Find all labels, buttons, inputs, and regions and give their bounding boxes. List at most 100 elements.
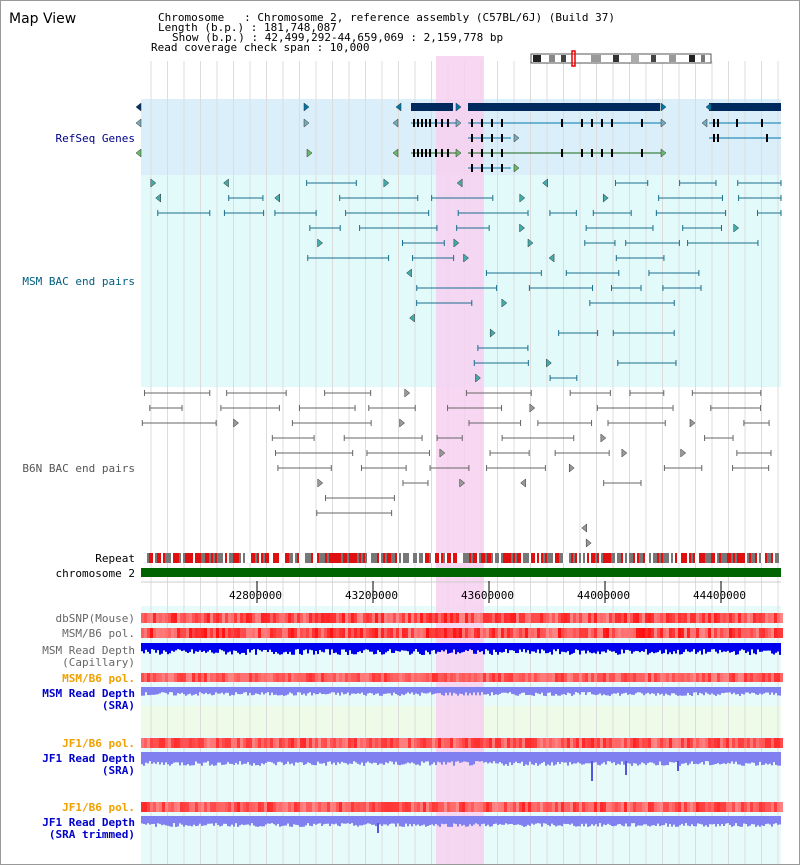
jf1-depth-sra-bar bbox=[475, 752, 477, 762]
msm-depth-sra-bar bbox=[477, 687, 479, 693]
msm-depth-cap-bar bbox=[295, 643, 297, 650]
dbsnp-cell bbox=[321, 613, 324, 623]
msm-depth-cap-bar bbox=[535, 643, 537, 653]
msm-depth-cap-bar bbox=[585, 643, 587, 654]
jf1-pol2-cell bbox=[366, 802, 369, 812]
jf1-depth-trim-bar bbox=[195, 816, 197, 827]
msm-depth-cap-bar bbox=[335, 643, 337, 653]
msm-pol-cell bbox=[438, 628, 441, 638]
jf1-depth-sra-bar bbox=[163, 752, 165, 765]
jf1-depth-trim-bar bbox=[377, 816, 379, 826]
jf1-pol-cell bbox=[609, 738, 612, 748]
jf1-depth-sra-bar bbox=[359, 752, 361, 765]
dbsnp-cell bbox=[351, 613, 354, 623]
repeat-segment bbox=[149, 553, 151, 563]
msm-depth-cap-bar bbox=[379, 643, 381, 652]
jf1-pol-cell bbox=[591, 738, 594, 748]
jf1-depth-trim-bar bbox=[765, 816, 767, 825]
msm-bac-track-label[interactable]: MSM BAC end pairs bbox=[22, 275, 135, 288]
jf1-depth-sra-bar bbox=[353, 752, 355, 762]
jf1-pol2-cell bbox=[657, 802, 660, 812]
msm-pol2-cell bbox=[423, 673, 426, 682]
repeat-segment bbox=[183, 553, 185, 563]
repeat-segment bbox=[245, 553, 247, 563]
repeat-segment bbox=[603, 553, 605, 563]
msm-pol2-cell bbox=[723, 673, 726, 682]
repeat-segment bbox=[177, 553, 179, 563]
repeat-segment bbox=[327, 553, 329, 563]
dbsnp-cell bbox=[519, 613, 522, 623]
msm-depth-sra-bar bbox=[687, 687, 689, 693]
msm-depth-cap-bar bbox=[145, 643, 147, 650]
jf1-pol2-cell bbox=[462, 802, 465, 812]
repeat-segment bbox=[347, 553, 349, 563]
msm-depth-sra-bar bbox=[345, 687, 347, 694]
msm-depth-cap-bar bbox=[357, 643, 359, 653]
msm-depth-cap-bar bbox=[561, 643, 563, 652]
jf1-depth-trim-bar bbox=[611, 816, 613, 827]
jf1-pol2-cell bbox=[465, 802, 468, 812]
jf1-depth-sra-bar bbox=[615, 752, 617, 766]
msm-depth-sra-bar bbox=[605, 687, 607, 696]
msm-depth-cap-bar bbox=[483, 643, 485, 655]
jf1-pol2-cell bbox=[597, 802, 600, 812]
refseq-track-label[interactable]: RefSeq Genes bbox=[55, 132, 135, 145]
jf1-depth-trim-bar bbox=[573, 816, 575, 826]
b6n-bac-track-label[interactable]: B6N BAC end pairs bbox=[22, 462, 135, 475]
jf1-depth-trim-bar bbox=[301, 816, 303, 827]
jf1-depth-sra-bar bbox=[261, 752, 263, 764]
dbsnp-cell bbox=[744, 613, 747, 623]
msm-pol-cell bbox=[171, 628, 174, 638]
jf1-pol2-cell bbox=[174, 802, 177, 812]
jf1-pol2-cell bbox=[537, 802, 540, 812]
msm-depth-sra-bar bbox=[227, 687, 229, 693]
jf1-pol2-cell bbox=[531, 802, 534, 812]
msm-depth-cap-bar bbox=[593, 643, 595, 653]
repeat-segment bbox=[159, 553, 161, 563]
jf1-depth-sra-bar bbox=[387, 752, 389, 764]
repeat-segment bbox=[549, 553, 551, 563]
msm-depth-cap-bar bbox=[345, 643, 347, 652]
msm-pol2-cell bbox=[201, 673, 204, 682]
jf1-depth-trim-bar bbox=[641, 816, 643, 826]
msm-pol-cell bbox=[774, 628, 777, 638]
jf1-pol2-cell bbox=[513, 802, 516, 812]
msm-depth-cap-bar bbox=[551, 643, 553, 655]
msm-depth-cap-bar bbox=[507, 643, 509, 654]
msm-depth-sra-bar bbox=[231, 687, 233, 695]
msm-depth-sra-bar bbox=[727, 687, 729, 693]
msm-depth-sra-bar bbox=[265, 687, 267, 694]
jf1-pol2-cell bbox=[636, 802, 639, 812]
msm-depth-sra-bar bbox=[253, 687, 255, 695]
msm-pol-cell bbox=[420, 628, 423, 638]
msm-pol2-cell bbox=[546, 673, 549, 682]
jf1-depth-trim-bar bbox=[259, 816, 261, 827]
dbsnp-cell bbox=[564, 613, 567, 623]
msm-pol-cell bbox=[729, 628, 732, 638]
msm-depth-sra-bar bbox=[621, 687, 623, 694]
jf1-depth-trim-bar bbox=[203, 816, 205, 826]
msm-pol2-cell bbox=[483, 673, 486, 682]
jf1-pol2-cell bbox=[528, 802, 531, 812]
jf1-depth-sra-bar bbox=[195, 752, 197, 762]
msm-depth-sra-bar bbox=[755, 687, 757, 695]
jf1-pol2-cell bbox=[144, 802, 147, 812]
jf1-pol2-cell bbox=[150, 802, 153, 812]
repeat-segment bbox=[467, 553, 469, 563]
msm-depth-cap-bar bbox=[717, 643, 719, 654]
dbsnp-cell bbox=[522, 613, 525, 623]
jf1-depth-trim-bar bbox=[485, 816, 487, 827]
msm-pol-cell bbox=[375, 628, 378, 638]
msm-depth-cap-bar bbox=[747, 643, 749, 652]
repeat-segment bbox=[625, 553, 627, 563]
jf1-pol-cell bbox=[411, 738, 414, 748]
jf1-depth-trim-bar bbox=[275, 816, 277, 826]
jf1-depth-sra-bar bbox=[433, 752, 435, 763]
msm-pol2-cell bbox=[495, 673, 498, 682]
dbsnp-cell bbox=[402, 613, 405, 623]
jf1-depth-sra-bar bbox=[521, 752, 523, 762]
jf1-depth-sra-bar bbox=[743, 752, 745, 766]
msm-pol2-cell bbox=[207, 673, 210, 682]
jf1-pol-cell bbox=[159, 738, 162, 748]
